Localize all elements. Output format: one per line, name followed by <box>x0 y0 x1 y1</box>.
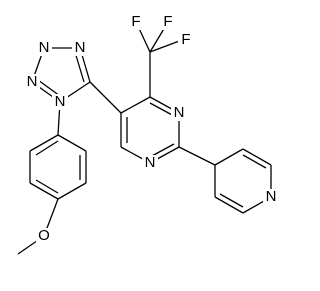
atom-label: N <box>39 39 50 56</box>
atom-label: F <box>181 31 190 48</box>
atom-label: O <box>38 227 50 244</box>
atom-label: N <box>266 188 277 205</box>
molecule-diagram: N N N N F F F N N N O <box>17 12 279 255</box>
atom-labels: N N N N F F F N N N O <box>24 13 279 244</box>
atom-label: N <box>174 104 185 121</box>
atom-label: N <box>27 73 38 90</box>
atom-label: F <box>131 13 140 30</box>
atom-label: N <box>55 93 66 110</box>
atom-label: N <box>75 39 86 56</box>
atom-label: N <box>145 154 156 171</box>
atom-label: F <box>163 13 172 30</box>
bonds <box>17 21 272 255</box>
